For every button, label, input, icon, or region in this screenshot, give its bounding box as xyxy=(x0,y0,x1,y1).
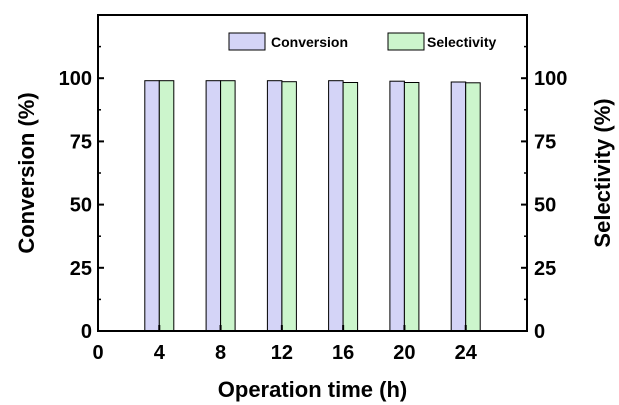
legend-label-selectivity: Selectivity xyxy=(427,34,496,50)
bars-layer xyxy=(144,80,481,332)
legend-swatch-conversion xyxy=(228,32,266,51)
y-tick-label-left-25: 25 xyxy=(70,258,92,280)
x-tick-label-4: 4 xyxy=(154,342,166,364)
bar-conversion-24 xyxy=(450,81,467,332)
bar-conversion-16 xyxy=(328,80,344,332)
y-tick-label-right-75: 75 xyxy=(534,131,556,153)
x-tick-label-16: 16 xyxy=(332,342,354,364)
x-axis-title: Operation time (h) xyxy=(218,377,407,402)
legend: Conversion Selectivity xyxy=(228,32,496,51)
x-tick-label-24: 24 xyxy=(455,342,478,364)
bar-conversion-8 xyxy=(205,80,222,332)
legend-swatch-selectivity xyxy=(387,32,425,51)
bar-conversion-12 xyxy=(266,80,283,332)
bar-selectivity-12 xyxy=(281,81,297,332)
x-tick-label-20: 20 xyxy=(393,342,415,364)
y-axis-title: Conversion (%) xyxy=(14,92,39,253)
y-tick-label-left-100: 100 xyxy=(59,68,92,90)
ticks-layer xyxy=(97,45,527,332)
y-tick-label-right-0: 0 xyxy=(534,321,545,343)
y-tick-label-right-50: 50 xyxy=(534,195,556,217)
y2-axis-title: Selectivity (%) xyxy=(590,98,615,247)
bar-selectivity-16 xyxy=(342,82,359,332)
y-tick-label-left-0: 0 xyxy=(81,321,92,343)
x-tick-label-0: 0 xyxy=(92,342,103,364)
bar-selectivity-8 xyxy=(220,80,236,332)
bar-conversion-4 xyxy=(144,80,160,332)
x-tick-label-8: 8 xyxy=(215,342,226,364)
y-tick-label-left-50: 50 xyxy=(70,195,92,217)
x-tick-label-12: 12 xyxy=(271,342,293,364)
legend-label-conversion: Conversion xyxy=(271,34,348,50)
y-tick-label-left-75: 75 xyxy=(70,131,92,153)
bar-selectivity-24 xyxy=(465,82,481,332)
y-tick-label-right-100: 100 xyxy=(534,68,567,90)
y-tick-label-right-25: 25 xyxy=(534,258,556,280)
bar-conversion-20 xyxy=(389,80,405,332)
bar-selectivity-4 xyxy=(158,80,175,332)
bar-selectivity-20 xyxy=(403,82,420,332)
